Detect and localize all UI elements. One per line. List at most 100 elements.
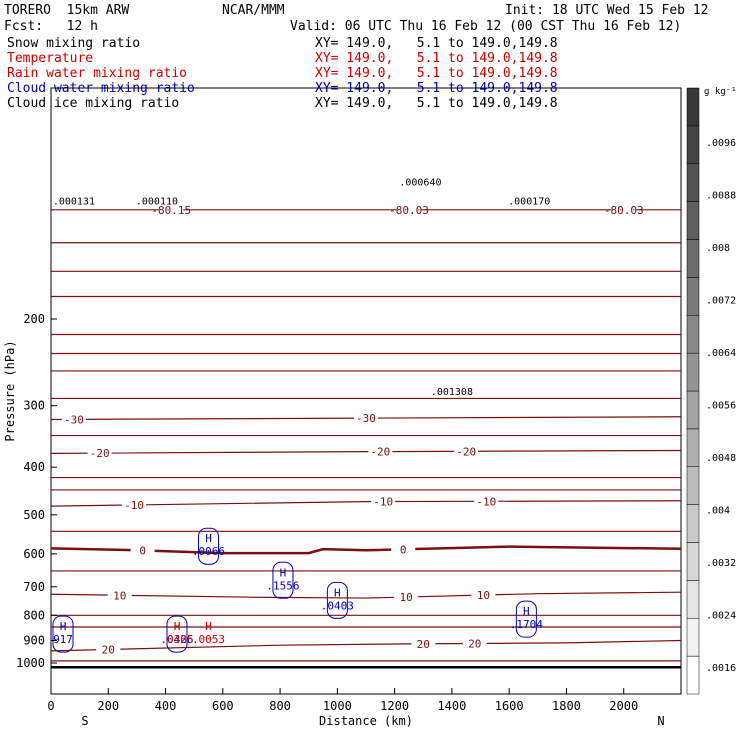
contour-label: 10 (113, 589, 126, 602)
temperature-contour (50, 639, 682, 652)
cloud-water-contour (272, 561, 294, 599)
contour-label: -10 (373, 496, 393, 509)
colorbar-tick-label: .0088 (706, 191, 736, 202)
cloud-ice-max-value: .000170 (508, 197, 550, 208)
contour-label-bg (391, 543, 416, 556)
contour-label-bg (474, 495, 499, 508)
field-name: Temperature (7, 51, 94, 66)
cloud-water-max-value: .1704 (510, 618, 543, 631)
contour-label-bg (107, 589, 132, 602)
temperature-contour (50, 500, 682, 507)
field-xy: XY= 149.0, 5.1 to 149.0,149.8 (315, 51, 558, 66)
contour-label-bg (371, 495, 396, 508)
y-tick-label: 400 (23, 460, 45, 474)
colorbar-tick-label: .0048 (706, 453, 736, 464)
colorbar-unit: g kg⁻¹ (704, 87, 737, 97)
north-label: N (657, 714, 664, 728)
colorbar-level (686, 87, 700, 127)
y-tick-label: 300 (23, 399, 45, 413)
south-label: S (81, 714, 88, 728)
cloud-water-max-value: .1556 (266, 579, 299, 592)
x-axis-label: Distance (km) (319, 714, 413, 728)
colorbar-tick-label: .0056 (706, 401, 736, 412)
field-xy: XY= 149.0, 5.1 to 149.0,149.8 (315, 66, 558, 81)
colorbar-level (686, 277, 700, 316)
cloud-water-max-value: .0066 (192, 545, 225, 558)
contour-label: 0 (139, 544, 146, 557)
contour-label-bg (396, 203, 421, 216)
colorbar-level (686, 655, 700, 695)
cloud-water-high-marker: H (60, 620, 67, 633)
colorbar-level (686, 542, 700, 581)
contour-label-bg (394, 591, 419, 604)
rain-max-value: .0053 (192, 633, 225, 646)
colorbar-level (686, 239, 700, 278)
cloud-water-high-marker: H (334, 586, 341, 599)
field-name: Snow mixing ratio (7, 36, 141, 51)
colorbar-level (686, 390, 700, 430)
cloud-water-max-value: 917 (53, 633, 73, 646)
colorbar-tick-label: .008 (706, 243, 730, 254)
contour-label: 20 (468, 637, 481, 650)
x-tick-label: 1000 (323, 699, 352, 713)
contour-label: 10 (399, 591, 412, 604)
colorbar-level (686, 163, 700, 202)
y-tick-label: 900 (23, 633, 45, 647)
x-tick-label: 2000 (609, 699, 638, 713)
contour-label-bg (368, 445, 393, 458)
contour-label: -20 (370, 446, 390, 459)
contour-label-bg (471, 589, 496, 602)
cloud-water-contour (52, 615, 74, 653)
cloud-ice-max-value: .000640 (399, 177, 441, 188)
colorbar-level (686, 428, 700, 467)
cloud-water-contour (326, 581, 348, 619)
colorbar-tick-label: .0096 (706, 138, 736, 149)
x-tick-label: 1200 (380, 699, 409, 713)
contour-label-bg (354, 412, 378, 425)
x-tick-label: 0 (47, 699, 54, 713)
x-tick-label: 1600 (495, 699, 524, 713)
cloud-water-high-marker: H (523, 605, 530, 618)
x-tick-label: 200 (97, 699, 119, 713)
contour-label: 20 (102, 643, 115, 656)
contour-label: -30 (64, 413, 84, 426)
contour-label: -80.15 (151, 204, 191, 217)
cloud-water-contour (515, 600, 537, 638)
colorbar-level (686, 618, 700, 657)
y-tick-label: 600 (23, 547, 45, 561)
model-title: TORERO 15km ARW (4, 3, 130, 18)
rain-max-value: .0365 (160, 633, 193, 646)
x-tick-label: 800 (269, 699, 291, 713)
contour-label: -30 (356, 412, 376, 425)
y-tick-label: 200 (23, 312, 45, 326)
contour-label-bg (61, 413, 86, 426)
contour-label: -80.03 (389, 204, 429, 217)
init-time: Init: 18 UTC Wed 15 Feb 12 (505, 3, 709, 18)
colorbar-level (686, 504, 700, 543)
y-tick-label: 800 (23, 608, 45, 622)
contour-label-bg (611, 203, 636, 216)
colorbar-tick-label: .0072 (706, 296, 736, 307)
cloud-water-high-marker: H (280, 566, 287, 579)
x-tick-label: 1400 (437, 699, 466, 713)
cloud-ice-max-value: .001308 (431, 387, 473, 398)
cloud-ice-max-value: .000131 (53, 197, 95, 208)
cloud-water-high-marker: H (174, 620, 181, 633)
y-tick-label: 700 (23, 580, 45, 594)
colorbar-level (686, 466, 700, 505)
contour-label: -20 (456, 445, 476, 458)
contour-label: 20 (417, 638, 430, 651)
contour-label-bg (159, 203, 184, 216)
x-tick-label: 1800 (552, 699, 581, 713)
field-name: Rain water mixing ratio (7, 66, 188, 81)
forecast-hour: Fcst: 12 h (4, 19, 98, 34)
contour-label: 10 (477, 589, 490, 602)
y-tick-label: 500 (23, 508, 45, 522)
colorbar-level (686, 315, 700, 354)
contour-label-bg (411, 637, 436, 650)
cloud-water-contour (166, 615, 188, 653)
colorbar-level (686, 580, 700, 619)
field-xy: XY= 149.0, 5.1 to 149.0,149.8 (315, 36, 558, 51)
field-xy: XY= 149.0, 5.1 to 149.0,149.8 (315, 96, 558, 111)
